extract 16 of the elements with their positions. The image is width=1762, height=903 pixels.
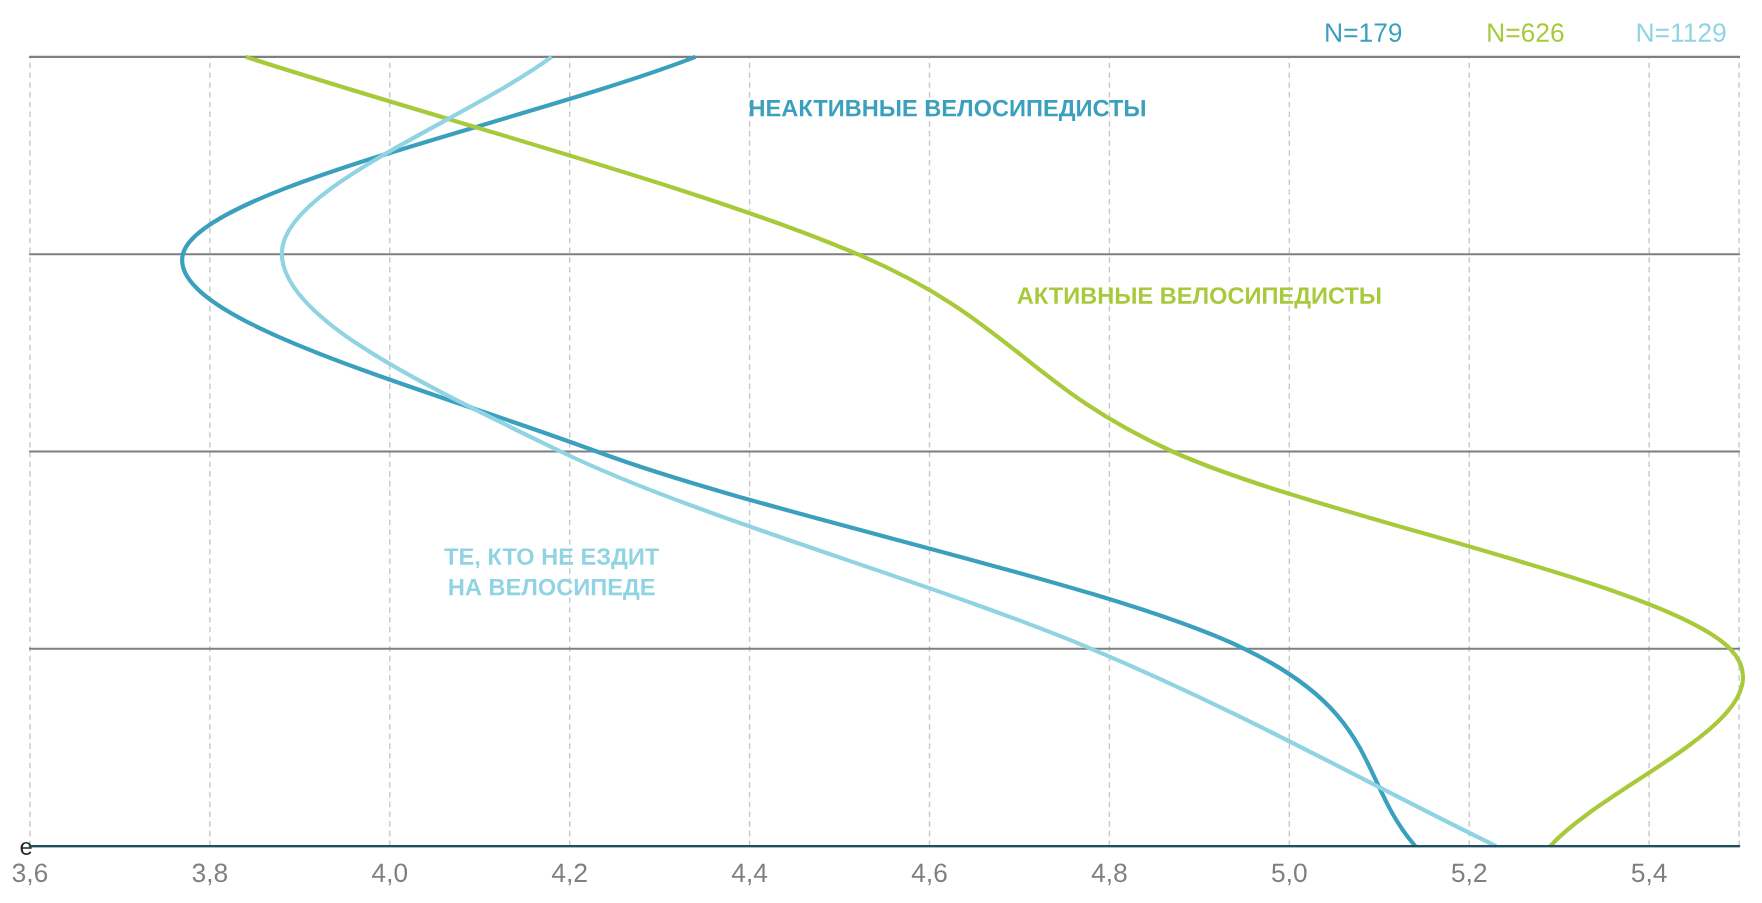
x-tick-label: 5,4	[1631, 863, 1667, 886]
text: ТЕ, КТО НЕ ЕЗДИТ НА ВЕЛОСИПЕДЕ	[444, 548, 660, 600]
series-label: АКТИВНЫЕ ВЕЛОСИПЕДИСТЫ	[1017, 287, 1381, 309]
x-tick-label: 5,0	[1272, 863, 1307, 886]
x-tick-label: 5,2	[1451, 863, 1487, 886]
text: N=179	[1326, 23, 1402, 42]
text: N=626	[1488, 23, 1564, 42]
x-tick-label: 4,6	[911, 863, 947, 886]
text: НЕАКТИВНЫЕ ВЕЛОСИПЕДИСТЫ	[750, 99, 1145, 121]
x-tick-label: 3,8	[192, 863, 228, 886]
x-tick-label: 3,6	[12, 863, 48, 886]
x-tick-label: 4,4	[731, 863, 768, 886]
x-tick-label: 4,2	[551, 863, 587, 886]
x-tick-label: 4,0	[372, 863, 408, 886]
x-tick-label: 4,8	[1091, 863, 1127, 886]
text: N=1129	[1637, 23, 1726, 42]
